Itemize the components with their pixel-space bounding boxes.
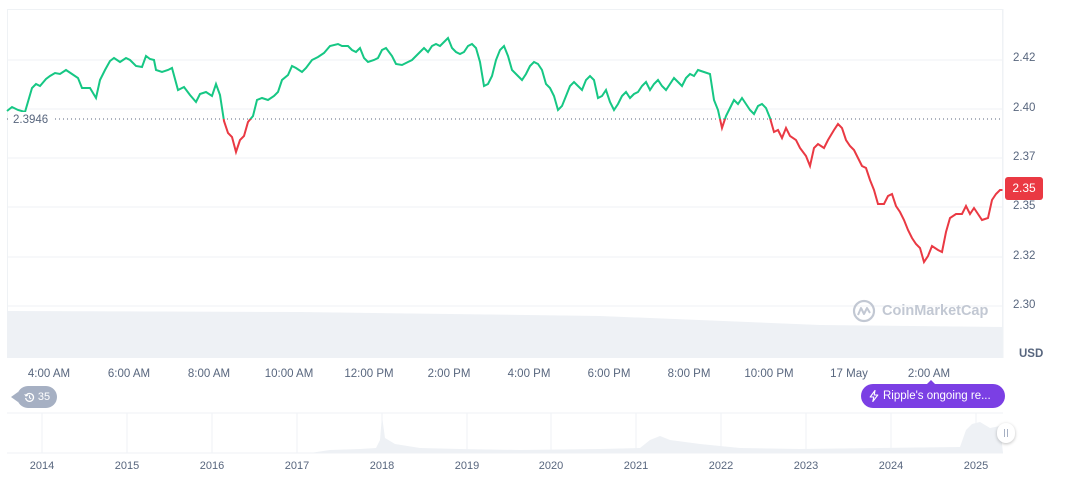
watermark-text: CoinMarketCap [882,303,989,319]
navigator-year: 2022 [708,460,734,472]
history-icon [24,392,34,402]
x-tick: 17 May [830,368,868,380]
y-tick: 2.40 [1013,102,1036,114]
y-tick: 2.30 [1013,299,1036,311]
baseline-price-tag: 2.3946 [8,112,54,129]
navigator-year: 2024 [878,460,904,472]
coinmarketcap-watermark: CoinMarketCap [852,299,988,323]
navigator-year: 2021 [623,460,649,472]
history-count: 35 [37,391,51,403]
history-badge[interactable]: 35 [11,386,57,408]
x-tick: 4:00 AM [27,368,71,380]
navigator-year: 2023 [793,460,819,472]
volume-bars [7,311,1003,358]
y-tick: 2.42 [1013,52,1036,64]
current-price-tag: 2.35 [1005,177,1043,200]
navigator-year: 2016 [199,460,225,472]
x-tick: 6:00 AM [107,368,151,380]
news-badge[interactable]: Ripple's ongoing re... [861,380,1005,408]
coinmarketcap-logo-icon [852,299,876,323]
x-tick: 10:00 PM [744,368,794,380]
x-tick: 8:00 PM [667,368,711,380]
x-tick: 6:00 PM [587,368,631,380]
x-tick: 2:00 AM [907,368,951,380]
navigator-year: 2020 [538,460,564,472]
x-tick: 12:00 PM [344,368,394,380]
navigator-year: 2025 [963,460,989,472]
lightning-icon [869,390,879,402]
y-tick: 2.37 [1013,151,1036,163]
price-line-down [6,119,1003,263]
navigator-handle[interactable] [997,423,1015,443]
news-text: Ripple's ongoing re... [883,390,991,402]
navigator[interactable] [7,412,1003,454]
y-tick: 2.35 [1013,200,1036,212]
y-tick: 2.32 [1013,250,1036,262]
navigator-year: 2015 [114,460,140,472]
x-tick: 10:00 AM [264,368,314,380]
navigator-year: 2018 [369,460,395,472]
x-tick: 4:00 PM [507,368,551,380]
currency-label: USD [1019,348,1044,360]
navigator-year: 2017 [284,460,310,472]
x-tick: 8:00 AM [187,368,231,380]
navigator-year: 2014 [29,460,55,472]
x-tick: 2:00 PM [427,368,471,380]
grid [7,59,1003,307]
navigator-year: 2019 [454,460,480,472]
